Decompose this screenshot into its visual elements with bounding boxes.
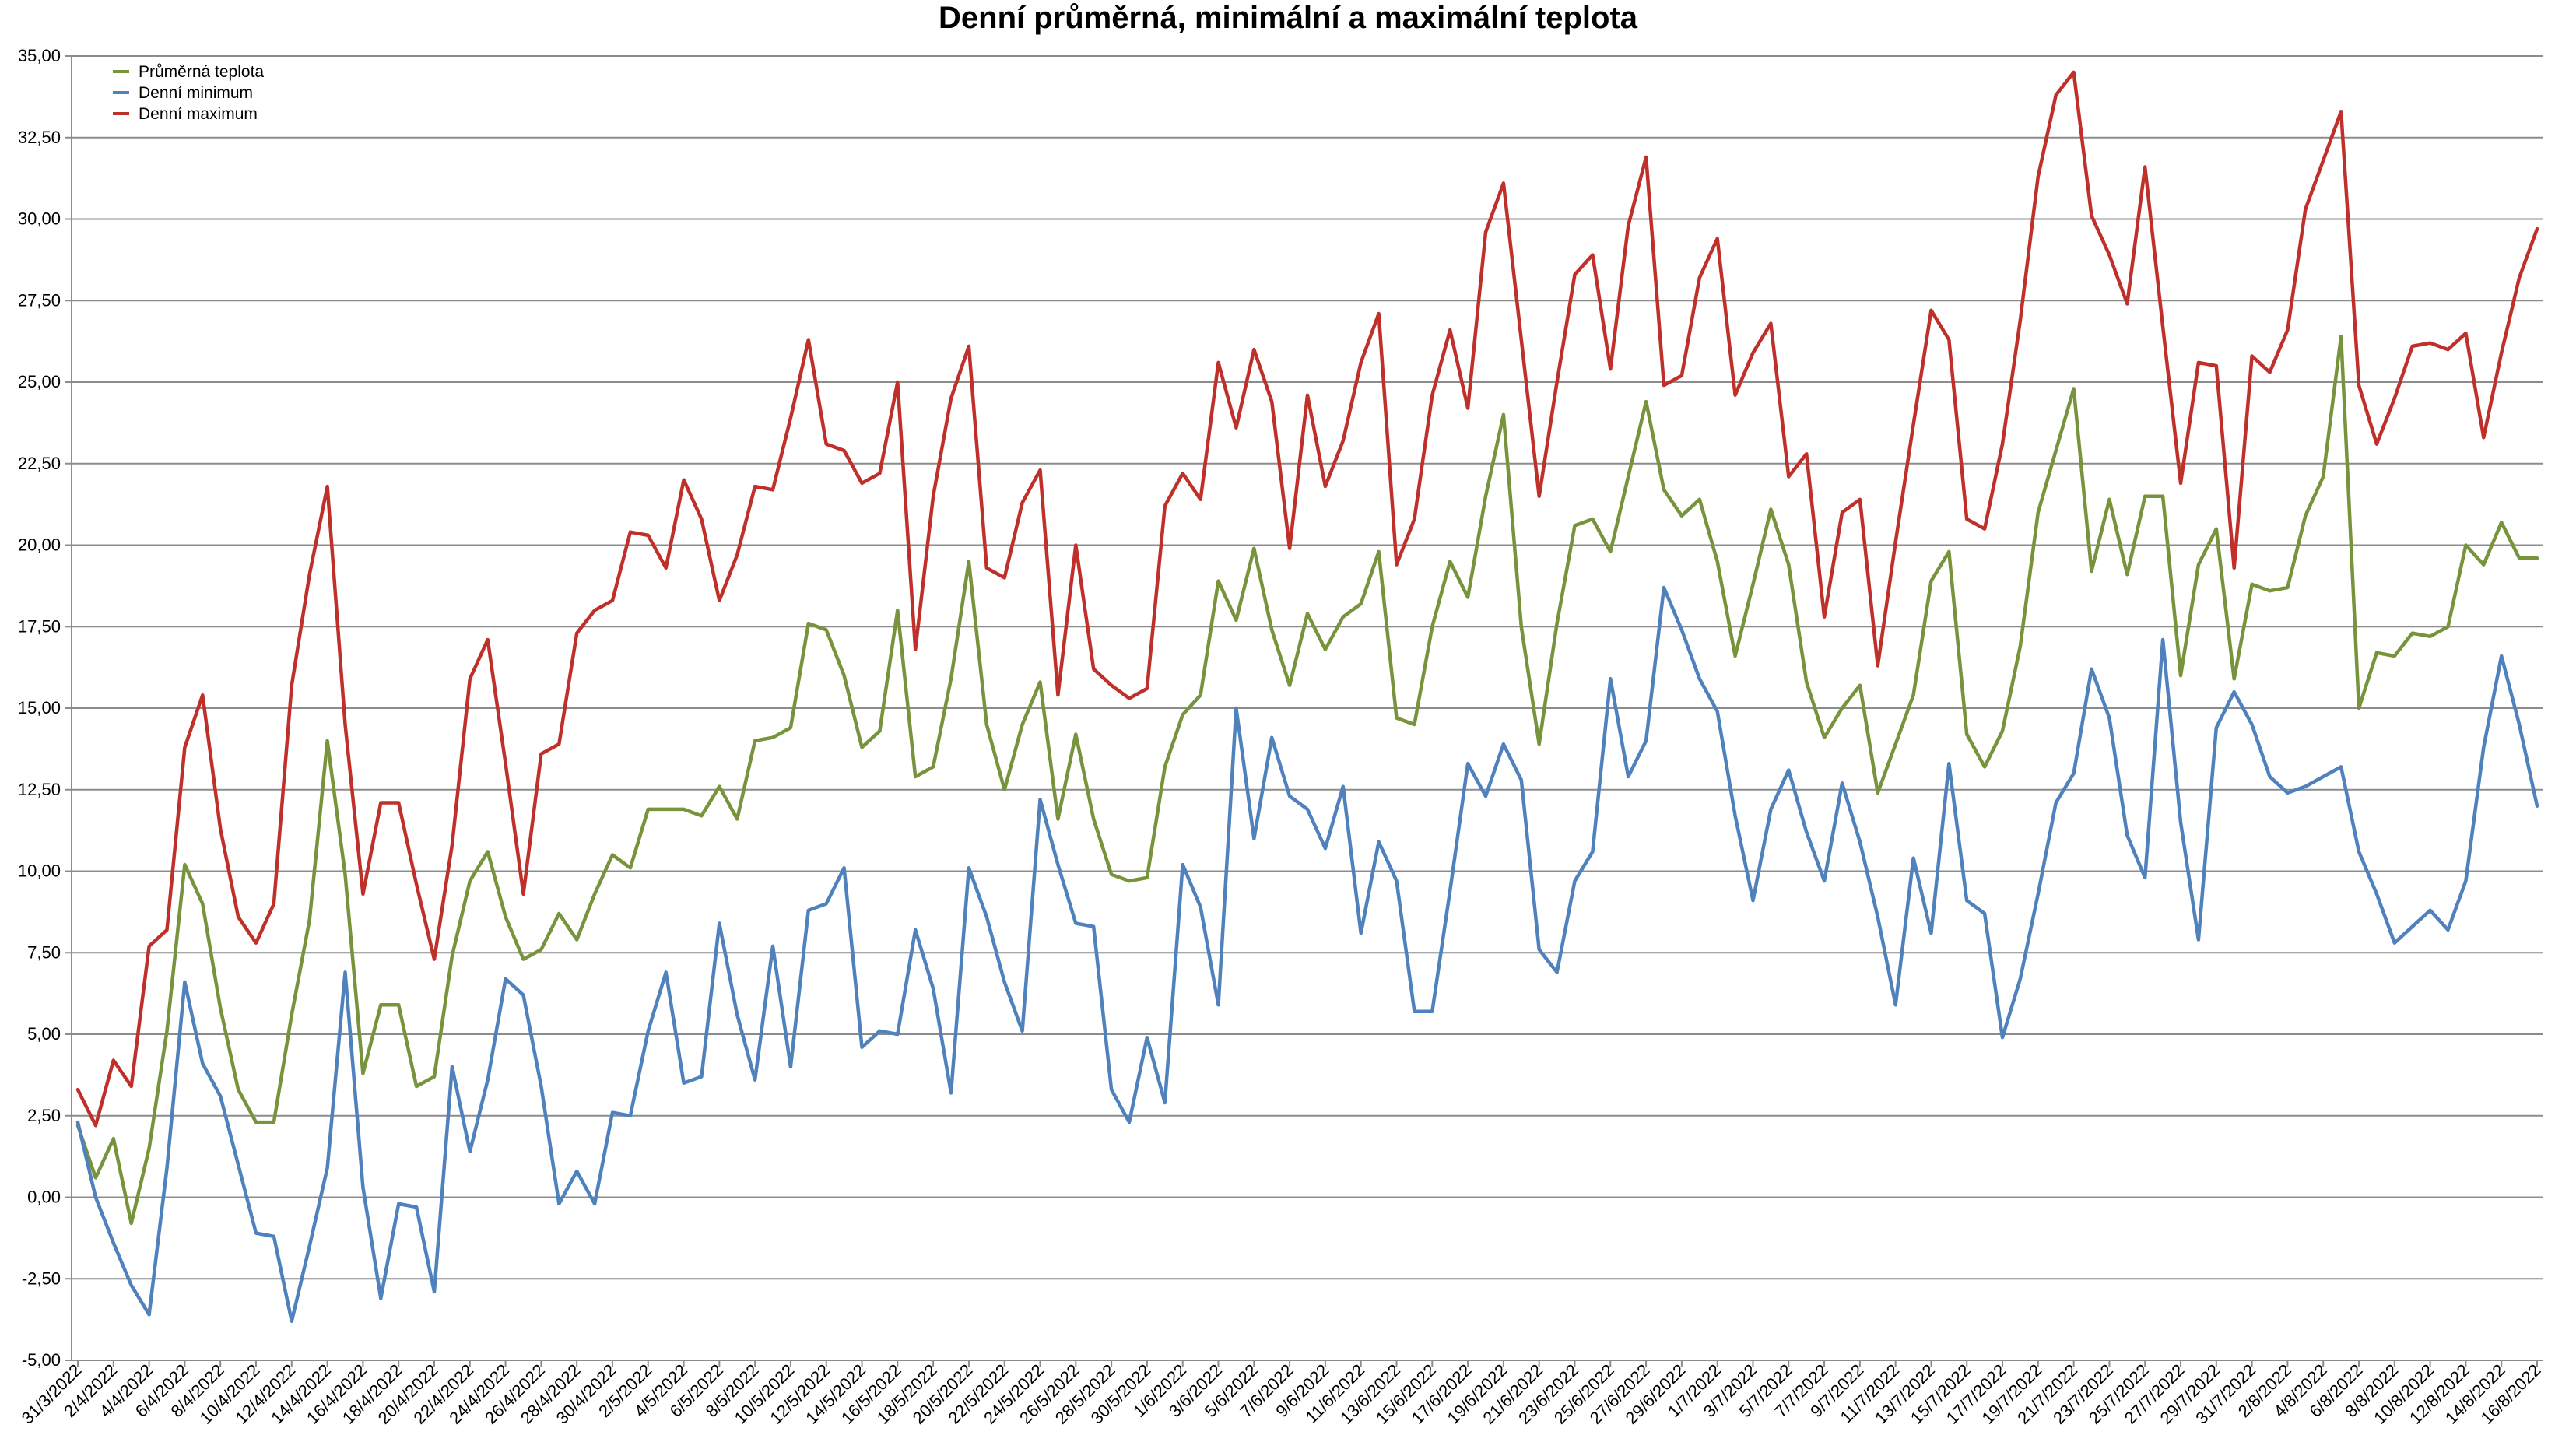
- data-series: [75, 70, 2539, 1323]
- legend-label-average: Průměrná teplota: [139, 63, 264, 81]
- y-tick-label: -2,50: [22, 1268, 61, 1288]
- y-tick-label: 35,00: [18, 46, 61, 65]
- y-tick-label: 2,50: [27, 1106, 61, 1125]
- y-tick-label: 27,50: [18, 290, 61, 310]
- x-axis-tick-labels: 31/3/20222/4/20224/4/20226/4/20228/4/202…: [18, 1360, 2545, 1428]
- chart-title: Denní průměrná, minimální a maximální te…: [939, 1, 1638, 35]
- series-line-minimum: [75, 585, 2539, 1323]
- y-tick-label: 32,50: [18, 128, 61, 147]
- series-line-maximum: [75, 70, 2539, 1128]
- y-tick-label: 10,00: [18, 861, 61, 881]
- y-tick-label: 5,00: [27, 1024, 61, 1044]
- y-tick-label: 25,00: [18, 372, 61, 391]
- legend-label-minimum: Denní minimum: [139, 84, 253, 102]
- y-tick-label: 15,00: [18, 698, 61, 717]
- legend-label-maximum: Denní maximum: [139, 105, 258, 123]
- axes: [65, 55, 2543, 1367]
- y-tick-label: 0,00: [27, 1188, 61, 1207]
- y-axis-tick-labels: -5,00 -2,50 0,00 2,50 5,00 7,50 10,00 12,50 15,0…: [18, 46, 61, 1370]
- y-tick-label: 20,00: [18, 535, 61, 555]
- legend: Průměrná teplota Denní minimum Denní maxim…: [113, 63, 264, 123]
- series-line-average: [75, 335, 2539, 1226]
- grid-lines: [72, 55, 2543, 1361]
- y-tick-label: 22,50: [18, 454, 61, 473]
- y-tick-label: 17,50: [18, 616, 61, 636]
- y-tick-label: 30,00: [18, 209, 61, 229]
- y-tick-label: -5,00: [22, 1350, 61, 1370]
- y-tick-label: 12,50: [18, 780, 61, 799]
- y-tick-label: 7,50: [27, 942, 61, 962]
